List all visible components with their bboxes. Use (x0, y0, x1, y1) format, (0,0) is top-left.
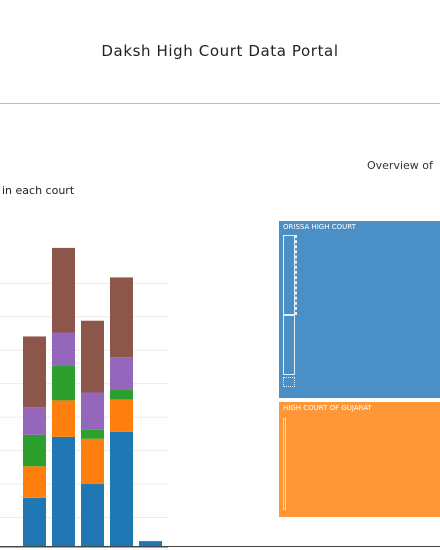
bar-segment[interactable] (81, 484, 104, 547)
page-title: Daksh High Court Data Portal (101, 42, 339, 60)
bar-segment[interactable] (139, 541, 162, 547)
treemap-subtile[interactable] (283, 418, 286, 510)
bar-segment[interactable] (23, 497, 46, 547)
bar-segment[interactable] (52, 247, 75, 333)
bar-segment[interactable] (81, 392, 104, 430)
bar-segment[interactable] (110, 357, 133, 390)
treemap-tile-orissa[interactable]: ORISSA HIGH COURT (279, 221, 440, 398)
bar-segment[interactable] (81, 429, 104, 439)
treemap-subtile[interactable] (283, 235, 295, 315)
bar-segment[interactable] (52, 400, 75, 437)
bar-segment[interactable] (52, 365, 75, 401)
bar-segment[interactable] (23, 434, 46, 467)
stacked-bar-chart (0, 247, 168, 548)
treemap-tile-gujarat[interactable]: HIGH COURT OF GUJARAT (279, 402, 440, 517)
treemap-tile-label: ORISSA HIGH COURT (283, 223, 356, 231)
treemap-tile-label: HIGH COURT OF GUJARAT (283, 404, 372, 412)
bar-segment[interactable] (81, 320, 104, 393)
bar-segment[interactable] (52, 332, 75, 366)
bar-segment[interactable] (110, 277, 133, 358)
bar-segment[interactable] (23, 466, 46, 498)
treemap-subtile[interactable] (283, 315, 295, 375)
treemap-chart-title: Overview of (367, 159, 433, 172)
treemap-chart: ORISSA HIGH COURT HIGH COURT OF GUJARAT (279, 221, 440, 517)
treemap-subtile[interactable] (283, 377, 295, 387)
bar-segment[interactable] (110, 399, 133, 432)
bar-segment[interactable] (81, 438, 104, 485)
header-divider (0, 103, 440, 104)
bar-segment[interactable] (52, 436, 75, 547)
bar-segment[interactable] (23, 407, 46, 435)
bar-segment[interactable] (110, 431, 133, 547)
bar-chart-title: in each court (2, 184, 75, 197)
treemap-subtile[interactable] (295, 235, 297, 315)
bar-segment[interactable] (23, 336, 46, 408)
bar-segment[interactable] (110, 389, 133, 400)
bottom-axis-line (0, 546, 440, 547)
